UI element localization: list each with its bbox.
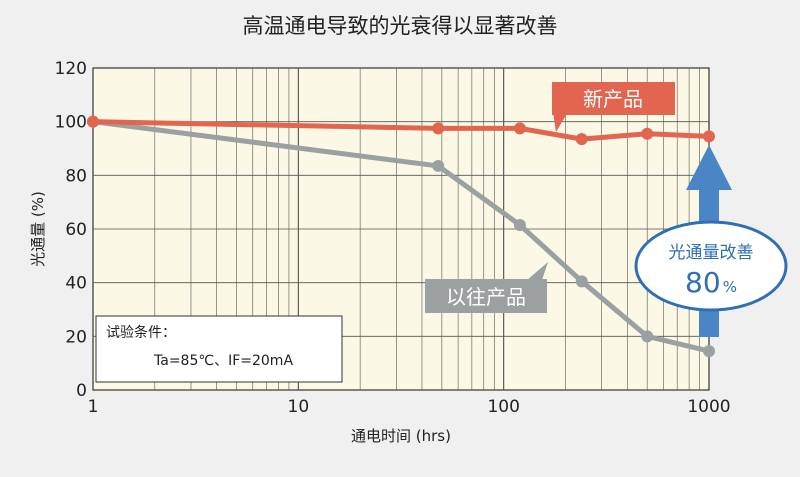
old-product-point: [575, 275, 588, 288]
new-product-line: [90, 119, 712, 142]
old-product-point: [703, 345, 715, 358]
improvement-label: 光通量改善: [669, 243, 754, 263]
test-conditions-frame: [95, 315, 343, 383]
x-tick-label: 100: [487, 397, 519, 417]
series-new-product: [87, 115, 715, 146]
new-product-point: [432, 122, 445, 135]
y-tick-label: 20: [65, 327, 87, 347]
old-product-callout-pointer: [527, 262, 548, 280]
improvement-value: 80: [685, 266, 721, 299]
new-product-point: [87, 115, 99, 128]
y-tick-label: 80: [65, 166, 87, 186]
y-tick-label: 40: [65, 274, 87, 294]
old-product-callout-box: [425, 279, 547, 313]
new-product-callout-box: [552, 82, 675, 115]
improvement-value-line: 80%: [685, 266, 737, 299]
y-tick-label: 0: [76, 381, 87, 401]
new-product-point: [703, 130, 715, 143]
old-product-point: [641, 330, 654, 343]
x-axis-title: 通电时间 (hrs): [351, 427, 451, 445]
improvement-badge-oval: [634, 220, 788, 312]
y-tick-labels: 0 20 40 60 80 100 120: [55, 59, 87, 401]
series-layer: [87, 115, 715, 358]
x-tick-labels: 1 10 100 1000: [88, 397, 731, 417]
old-product-label: 以往产品: [446, 285, 526, 309]
new-product-label: 新产品: [583, 87, 643, 111]
new-product-callout-pointer: [553, 112, 568, 132]
new-product-callout: 新产品: [552, 82, 675, 132]
y-axis-title: 光通量 (%): [29, 191, 47, 267]
x-tick-label: 10: [288, 397, 310, 417]
x-tick-label: 1: [88, 397, 99, 417]
improvement-arrow-head: [686, 145, 732, 190]
old-product-point: [432, 159, 445, 172]
y-tick-label: 120: [55, 59, 87, 79]
old-product-line: [90, 119, 712, 354]
new-product-point: [575, 133, 588, 146]
new-product-point: [513, 122, 526, 135]
new-product-point: [641, 127, 654, 140]
test-conditions-detail: Ta=85℃、IF=20mA: [153, 353, 293, 369]
old-product-point: [513, 218, 526, 231]
y-tick-label: 60: [65, 220, 87, 240]
test-conditions-title: 试验条件：: [106, 324, 176, 341]
x-tick-label: 1000: [687, 397, 730, 417]
improvement-unit: %: [723, 278, 737, 296]
y-tick-label: 100: [55, 113, 87, 133]
improvement-badge: 光通量改善 80%: [634, 220, 788, 312]
test-conditions-box: 试验条件： Ta=85℃、IF=20mA: [95, 315, 343, 383]
chart-title: 高温通电导致的光衰得以显著改善: [243, 14, 558, 38]
old-product-callout: 以往产品: [425, 262, 548, 313]
